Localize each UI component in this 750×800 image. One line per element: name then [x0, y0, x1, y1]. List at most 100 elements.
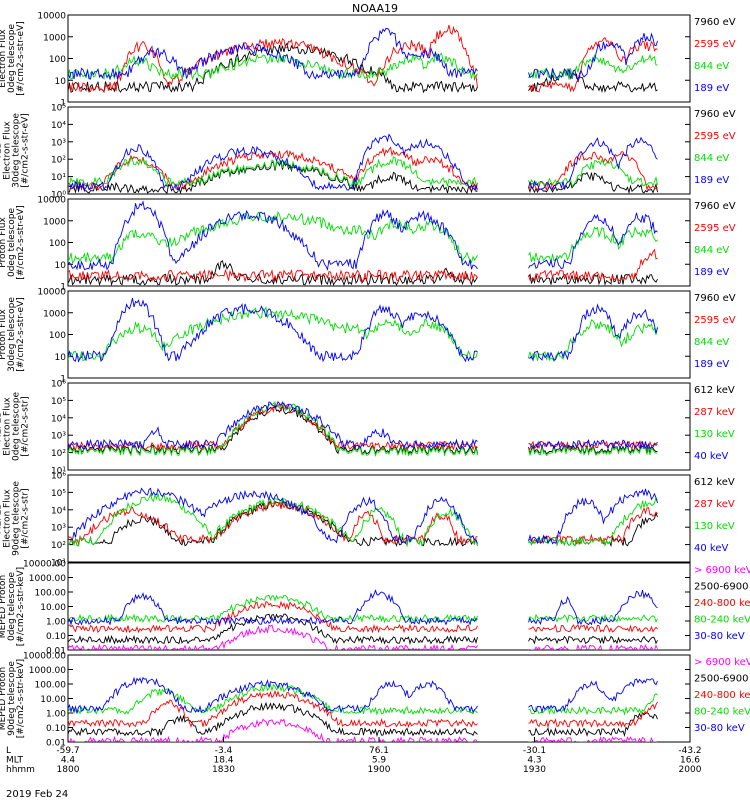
axis-row-value: -43.2 [678, 746, 701, 756]
series-line-2595-eV [68, 24, 658, 93]
y-axis-title-line: MEPED Proton [0, 575, 8, 638]
y-tick-label: 10⁴ [51, 414, 66, 424]
y-tick-label: 10 [55, 353, 67, 363]
y-axis-title-line: MEPED Proton [0, 667, 8, 730]
y-tick-label: 10⁶ [51, 380, 66, 390]
date-label: 2019 Feb 24 [6, 789, 68, 800]
y-tick-label: 10⁵ [51, 104, 66, 114]
series-group [68, 487, 658, 548]
y-tick-label: 10⁵ [51, 489, 66, 499]
axis-row-value: 2000 [679, 765, 702, 775]
series-line-240-800-keV [68, 689, 658, 729]
series-group [68, 133, 658, 194]
y-axis-title-line: [#/cm2-s-str-eV] [16, 297, 26, 372]
y-tick-label: 0.01 [46, 647, 66, 657]
y-axis-title-line: [#/cm2-s-str-eV] [16, 21, 26, 96]
legend-entry: 130 keV [694, 429, 735, 440]
legend-entry: 612 keV [694, 477, 735, 488]
series-line-240-800-keV [68, 600, 658, 634]
panel-1: 10000 1000 100 10 1 Electron Flux0deg telesco… [0, 12, 736, 109]
legend-entry: 30-80 keV [694, 631, 745, 642]
legend-entry: 189 eV [694, 359, 729, 370]
axis-row-label: L [6, 746, 11, 756]
series-line-2500-6900 [68, 613, 658, 646]
y-axis-title-line: [#/cm2-s-str-eV] [16, 205, 26, 280]
legend-entry: 40 keV [694, 451, 728, 462]
y-axis-title-line: 0deg telescope [7, 208, 17, 278]
legend-entry: 2595 eV [694, 223, 736, 234]
y-axis-title: Proton Flux30deg telescope[#/cm2-s-str-e… [0, 297, 26, 372]
y-axis-title-line: MEPED [0, 503, 4, 535]
y-tick-label: 1000 [43, 309, 66, 319]
series-line-189-eV [68, 297, 658, 363]
legend-entry: 844 eV [694, 245, 729, 256]
legend-entry: 7960 eV [694, 201, 736, 212]
panel-frame [67, 474, 691, 563]
y-tick-label: 10⁵ [51, 397, 66, 407]
y-tick-label: 1000.00 [29, 574, 66, 584]
y-axis-title-line: [#/cm2-s-str-keV] [16, 567, 26, 646]
y-tick-label: 10.00 [40, 603, 66, 613]
y-tick-label: 10² [51, 156, 66, 166]
axis-row-value: 1900 [368, 765, 391, 775]
figure-title: NOAA19 [352, 2, 398, 15]
series-group [68, 24, 658, 94]
axis-row-value: 1830 [212, 765, 235, 775]
y-axis-title-line: TED [0, 141, 4, 160]
axis-row-value: 4.3 [527, 756, 541, 766]
y-tick-label: 100.00 [35, 589, 67, 599]
series-line-844-eV [68, 210, 658, 265]
y-axis-title-line: 0deg telescope [7, 572, 17, 642]
panel-6: 10⁶ 10⁵ 10⁴ 10³ 10² 10¹ MEPEDElectron Flux90de… [0, 472, 735, 569]
y-tick-label: 10¹ [51, 467, 66, 477]
legend-entry: 844 eV [694, 153, 729, 164]
y-tick-label: 1000 [43, 33, 66, 43]
y-axis-title-line: 0deg telescope [12, 392, 22, 462]
panel-frame [67, 654, 691, 743]
series-line-189-eV [68, 28, 658, 81]
legend-entry: > 6900 keV [694, 565, 750, 576]
y-tick-label: 10³ [51, 138, 66, 148]
legend-entry: 7960 eV [694, 293, 736, 304]
axis-row-label: hhmm [6, 765, 35, 775]
y-tick-label: 10.00 [40, 695, 66, 705]
y-tick-label: 1 [60, 99, 66, 109]
legend-entry: 30-80 keV [694, 723, 745, 734]
legend-entry: 612 keV [694, 385, 735, 396]
series-line-2595-eV [68, 146, 658, 192]
y-axis-title: MEPEDElectron Flux90deg telescope[#/cm2-… [0, 481, 31, 556]
legend-entry: 240-800 keV [694, 690, 750, 701]
y-axis-title: MEPED Proton90deg telescope[#/cm2-s-str-… [0, 659, 26, 738]
bottom-axis: L -59.7 -3.4 76.1 -30.1 -43.2 MLT 4.4 18.4 5.9 4.3… [6, 737, 702, 775]
series-line-287-keV [68, 402, 658, 452]
legend-entry: 189 eV [694, 267, 729, 278]
panel-8: 10000.00 1000.00 100.00 10.00 1.00 0.10 0.01 ME… [0, 652, 750, 749]
legend-entry: 189 eV [694, 83, 729, 94]
y-tick-label: 1000 [43, 217, 66, 227]
series-line-844-eV [68, 156, 658, 188]
y-axis-title-line: 90deg telescope [7, 661, 17, 736]
series-line-30-80-keV [68, 589, 658, 627]
y-tick-label: 10000 [37, 12, 66, 22]
y-axis-title-line: Proton Flux [0, 217, 8, 268]
y-tick-label: 100 [49, 239, 66, 249]
legend-entry: 2595 eV [694, 315, 736, 326]
axis-row-value: -3.4 [215, 746, 233, 756]
y-tick-label: 10⁴ [51, 506, 66, 516]
y-tick-label: 1 [60, 375, 66, 385]
y-tick-label: 1 [60, 283, 66, 293]
y-axis-title: TEDElectron Flux30deg telescope[#/cm2-s-… [0, 113, 31, 188]
legend-entry: > 6900 keV [694, 657, 750, 668]
axis-row-value: 1930 [523, 765, 546, 775]
legend-entry: 80-240 keV [694, 615, 750, 626]
legend-entry: 2500-6900 [694, 582, 749, 593]
series-line-7960-eV [68, 260, 658, 286]
y-axis-title-line: Electron Flux [3, 397, 13, 456]
legend-entry: 844 eV [694, 61, 729, 72]
y-axis-title-line: Proton Flux [0, 309, 8, 360]
y-axis-title-line: [#/cm2-s-str-eV] [21, 113, 31, 188]
panel-frame [67, 562, 691, 651]
y-axis-title: MEPED Proton0deg telescope[#/cm2-s-str-k… [0, 567, 26, 646]
series-line-40-keV [68, 400, 658, 451]
y-tick-label: 10000.00 [23, 560, 66, 570]
